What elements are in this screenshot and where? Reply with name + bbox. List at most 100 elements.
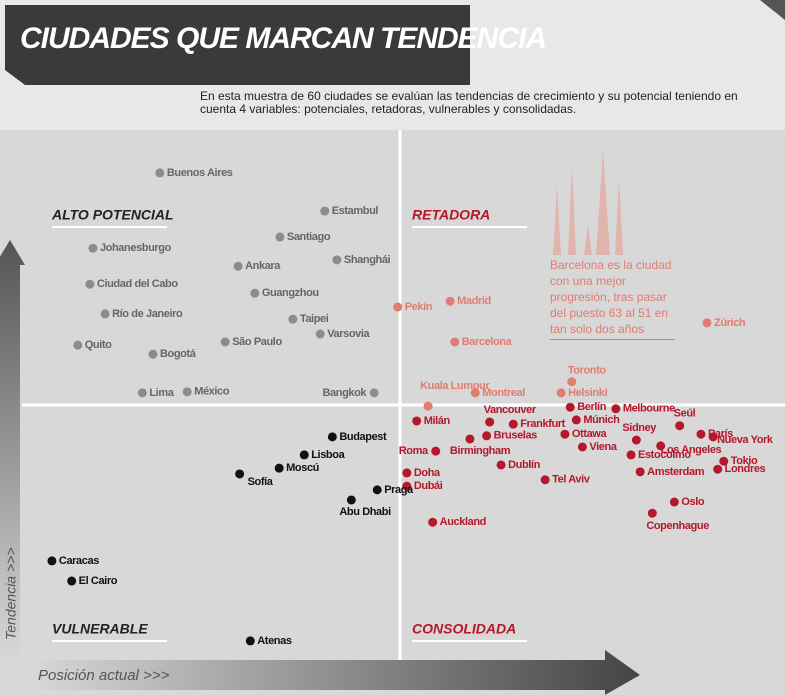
- city-label: Vancouver: [484, 404, 537, 416]
- city-point: [88, 244, 97, 253]
- city-point: [450, 338, 459, 347]
- city-label: Toronto: [568, 365, 607, 377]
- city-label: Varsovia: [327, 328, 370, 340]
- city-point: [320, 207, 329, 216]
- city-label: Dubái: [414, 480, 443, 492]
- city-label: Río de Janeiro: [112, 308, 183, 320]
- city-point: [627, 450, 636, 459]
- city-point: [347, 495, 356, 504]
- city-point: [541, 475, 550, 484]
- city-label: Estambul: [332, 205, 379, 217]
- city-point: [485, 418, 494, 427]
- city-label: Shanghái: [344, 254, 391, 266]
- chart-title: CIUDADES QUE MARCAN TENDENCIA: [20, 22, 546, 55]
- city-point: [221, 338, 230, 347]
- city-point: [696, 430, 705, 439]
- city-point: [393, 303, 402, 312]
- city-label: Moscú: [286, 462, 319, 474]
- infographic: CIUDADES QUE MARCAN TENDENCIA Posición a…: [0, 0, 785, 695]
- city-label: Guangzhou: [262, 287, 319, 299]
- city-label: Ciudad del Cabo: [97, 278, 178, 290]
- city-label: Seúl: [674, 408, 696, 420]
- city-label: Zúrich: [714, 317, 746, 329]
- city-point: [509, 420, 518, 429]
- city-point: [713, 465, 722, 474]
- city-label: Tel Aviv: [552, 474, 591, 486]
- city-label: Kuala Lumpur: [420, 380, 490, 392]
- city-label: Sidney: [622, 422, 657, 434]
- city-label: Johanesburgo: [100, 242, 172, 254]
- city-point: [670, 498, 679, 507]
- city-point: [424, 402, 433, 411]
- city-label: Caracas: [59, 555, 99, 567]
- city-point: [412, 416, 421, 425]
- city-point: [578, 442, 587, 451]
- city-label: Doha: [414, 467, 441, 479]
- city-point: [465, 434, 474, 443]
- city-point: [275, 464, 284, 473]
- city-label: Ottawa: [572, 428, 608, 440]
- city-label: Montreal: [482, 387, 525, 399]
- city-point: [611, 404, 620, 413]
- city-label: Sofía: [248, 476, 274, 488]
- city-label: Frankfurt: [520, 418, 565, 430]
- city-point: [246, 636, 255, 645]
- city-label: Budapest: [339, 431, 387, 443]
- city-label: Barcelona: [462, 336, 513, 348]
- city-label: Bruselas: [494, 430, 538, 442]
- city-point: [155, 168, 164, 177]
- city-point: [446, 297, 455, 306]
- legend-entry: CONSOLIDADA: [412, 621, 516, 637]
- city-point: [567, 377, 576, 386]
- city-label: Pekín: [405, 301, 433, 313]
- x-axis-label: Posición actual >>>: [38, 667, 170, 684]
- city-label: Madrid: [457, 295, 491, 307]
- city-point: [703, 318, 712, 327]
- city-point: [300, 450, 309, 459]
- city-point: [235, 469, 244, 478]
- city-label: Birmingham: [450, 445, 511, 457]
- city-label: Estocolmo: [638, 449, 691, 461]
- city-label: Helsinki: [568, 387, 607, 399]
- city-point: [332, 255, 341, 264]
- city-label: Viena: [589, 441, 617, 453]
- legend-entry: ALTO POTENCIAL: [51, 207, 174, 223]
- city-label: Milán: [424, 415, 451, 427]
- city-label: Quito: [85, 339, 112, 351]
- city-label: Ankara: [245, 260, 281, 272]
- city-point: [560, 430, 569, 439]
- city-label: Lima: [149, 387, 174, 399]
- city-label: Atenas: [257, 635, 292, 647]
- city-point: [275, 233, 284, 242]
- city-label: Berlín: [577, 401, 606, 413]
- city-point: [566, 403, 575, 412]
- city-label: Nueva York: [717, 434, 774, 446]
- city-point: [471, 388, 480, 397]
- city-label: Bogotá: [160, 348, 197, 360]
- city-point: [250, 289, 259, 298]
- legend-entry: RETADORA: [412, 207, 490, 223]
- city-label: Buenos Aires: [167, 167, 233, 179]
- city-label: Bangkok: [323, 387, 368, 399]
- city-label: Abu Dhabi: [339, 506, 391, 518]
- city-point: [648, 509, 657, 518]
- city-label: Lisboa: [311, 449, 345, 461]
- city-point: [149, 350, 158, 359]
- city-point: [328, 432, 337, 441]
- city-point: [370, 388, 379, 397]
- city-point: [183, 387, 192, 396]
- city-point: [47, 556, 56, 565]
- city-point: [138, 388, 147, 397]
- city-label: Taipei: [300, 313, 329, 325]
- city-label: Auckland: [440, 516, 486, 528]
- city-label: Praga: [384, 484, 414, 496]
- legend-entry: VULNERABLE: [52, 621, 148, 637]
- city-label: Santiago: [287, 231, 331, 243]
- city-point: [428, 518, 437, 527]
- city-label: Oslo: [681, 496, 705, 508]
- annotation: Barcelona es la ciudad con una mejor pro…: [550, 257, 675, 340]
- subtitle: En esta muestra de 60 ciudades se evalúa…: [200, 90, 760, 116]
- city-point: [101, 309, 110, 318]
- city-point: [234, 262, 243, 271]
- city-point: [288, 315, 297, 324]
